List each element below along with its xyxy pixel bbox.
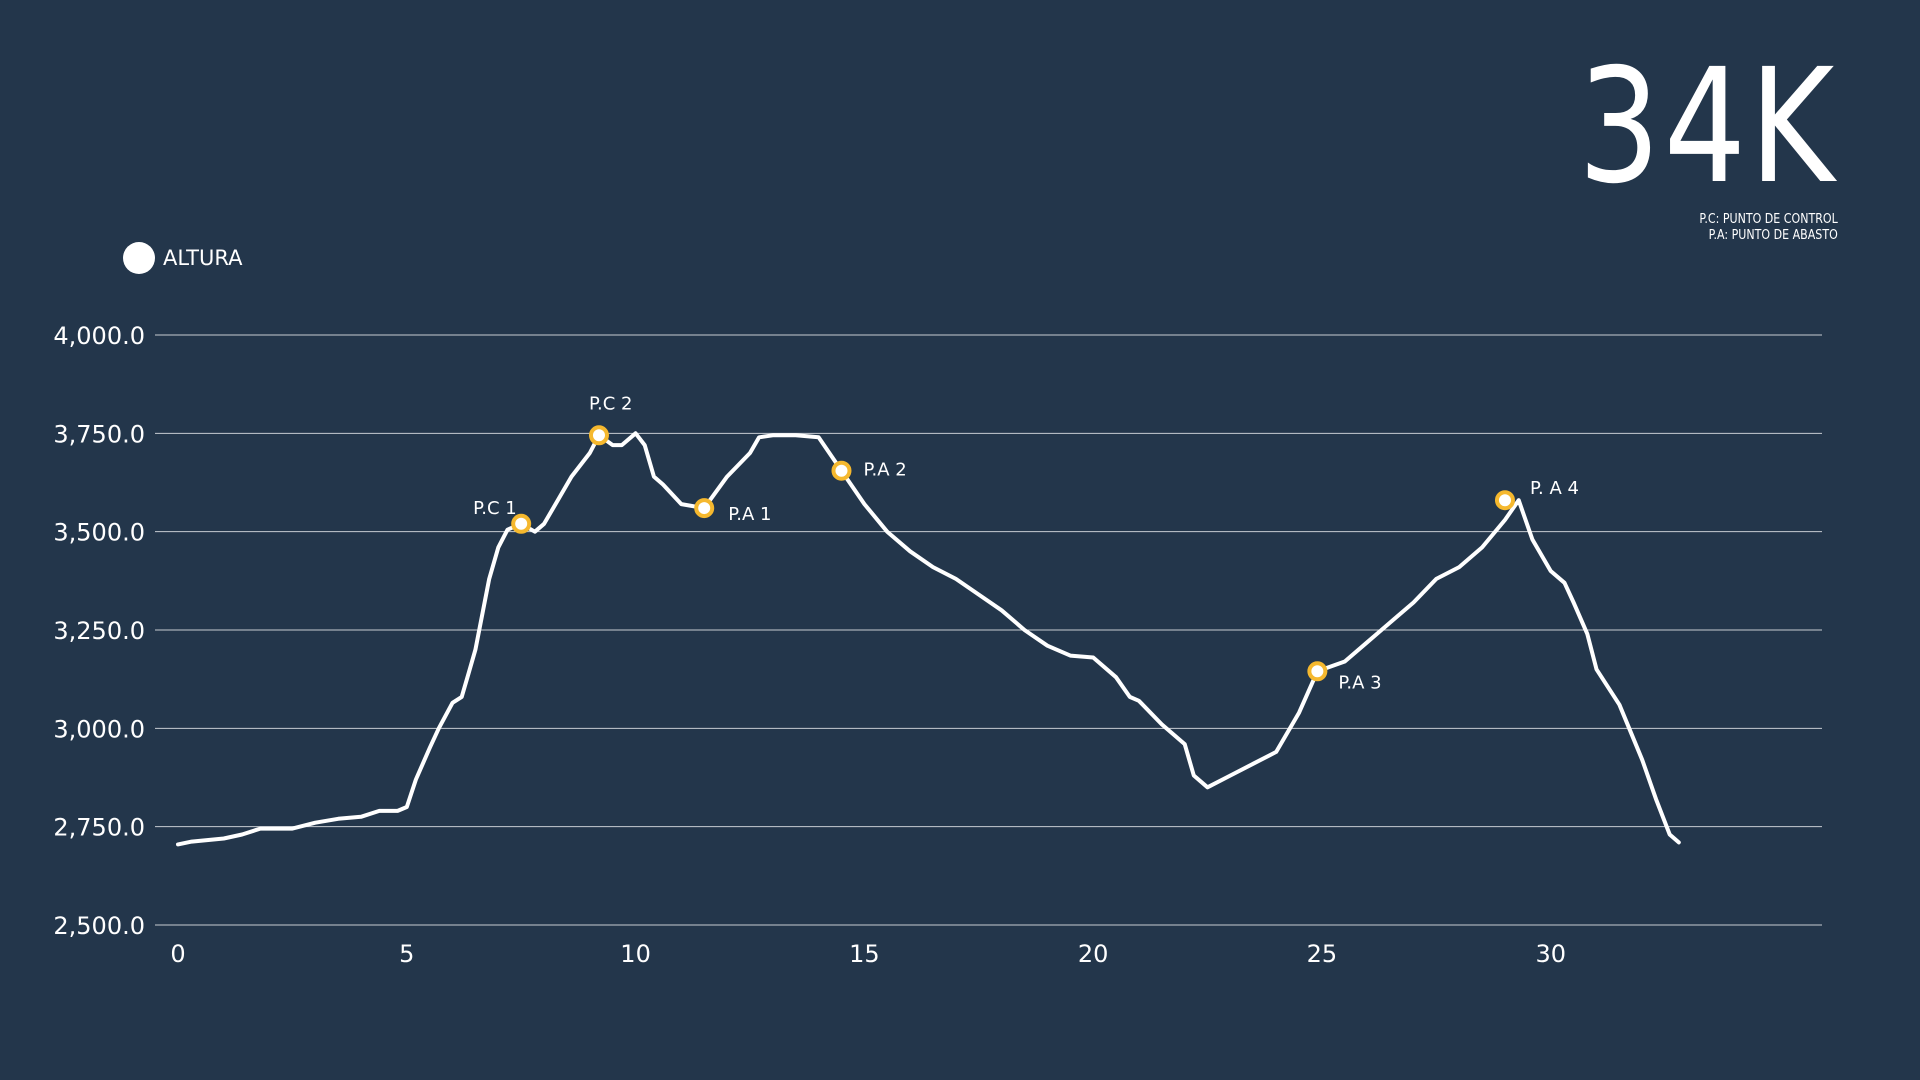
checkpoint-marker: [1494, 490, 1515, 511]
y-tick-label: 2,750.0: [53, 814, 145, 842]
x-tick-label: 30: [1535, 940, 1566, 968]
series-layer: [176, 431, 1681, 847]
x-tick-label: 5: [399, 940, 414, 968]
grid-lines: [155, 334, 1822, 926]
legend-swatch: [123, 242, 155, 274]
checkpoint-marker: [588, 425, 609, 446]
checkpoint-marker: [694, 498, 715, 519]
checkpoint-label: P.A 2: [863, 460, 906, 481]
checkpoint-label: P.A 1: [728, 504, 771, 525]
y-tick-label: 3,000.0: [53, 715, 145, 743]
x-tick-label: 10: [620, 940, 651, 968]
checkpoint-label: P.C 1: [473, 498, 517, 519]
y-tick-label: 2,500.0: [53, 912, 145, 940]
abbreviation-notes: P.C: PUNTO DE CONTROL P.A: PUNTO DE ABAS…: [1700, 212, 1838, 244]
checkpoint-marker: [831, 460, 852, 481]
x-tick-label: 20: [1078, 940, 1109, 968]
x-tick-label: 0: [170, 940, 185, 968]
y-tick-label: 3,750.0: [53, 420, 145, 448]
x-tick-label: 25: [1307, 940, 1338, 968]
distance-title: 34K: [1578, 35, 1838, 219]
series-line-altura: [176, 431, 1681, 847]
note-control-point: P.C: PUNTO DE CONTROL: [1699, 212, 1838, 227]
note-supply-point: P.A: PUNTO DE ABASTO: [1708, 228, 1838, 243]
x-tick-label: 15: [849, 940, 880, 968]
checkpoint-label: P. A 4: [1530, 478, 1579, 499]
y-tick-label: 3,250.0: [53, 617, 145, 645]
x-axis-ticks: 0 5 10 15 20 25 30: [170, 940, 1566, 968]
checkpoint-label: P.A 3: [1338, 672, 1381, 693]
y-tick-label: 4,000.0: [53, 322, 145, 350]
legend-label: ALTURA: [163, 246, 243, 270]
checkpoint-marker: [1307, 661, 1328, 682]
checkpoint-marker: [511, 513, 532, 534]
y-tick-label: 3,500.0: [53, 519, 145, 547]
y-axis-ticks: 4,000.0 3,750.0 3,500.0 3,250.0 3,000.0 2,750…: [53, 322, 145, 940]
chart-legend: ALTURA: [123, 242, 242, 274]
checkpoint-label: P.C 2: [589, 393, 633, 414]
marker-layer: P.C 1 P.C 2 P.A 1 P.A 2 P.A 3 P. A 4: [473, 393, 1579, 693]
